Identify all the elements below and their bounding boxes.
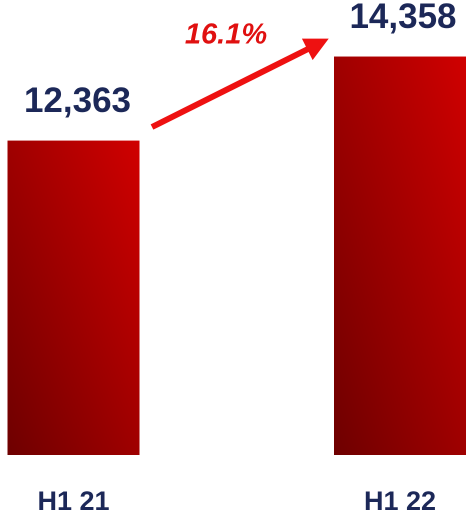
bar bbox=[7, 140, 140, 455]
value-label: 12,363 bbox=[24, 81, 131, 120]
bar bbox=[334, 56, 466, 455]
x-tick-label: H1 22 bbox=[364, 486, 436, 516]
growth-annotation: 16.1% bbox=[185, 19, 267, 51]
value-label: 14,358 bbox=[349, 0, 456, 36]
growth-arrow bbox=[150, 38, 329, 130]
x-tick-label: H1 21 bbox=[37, 486, 109, 516]
